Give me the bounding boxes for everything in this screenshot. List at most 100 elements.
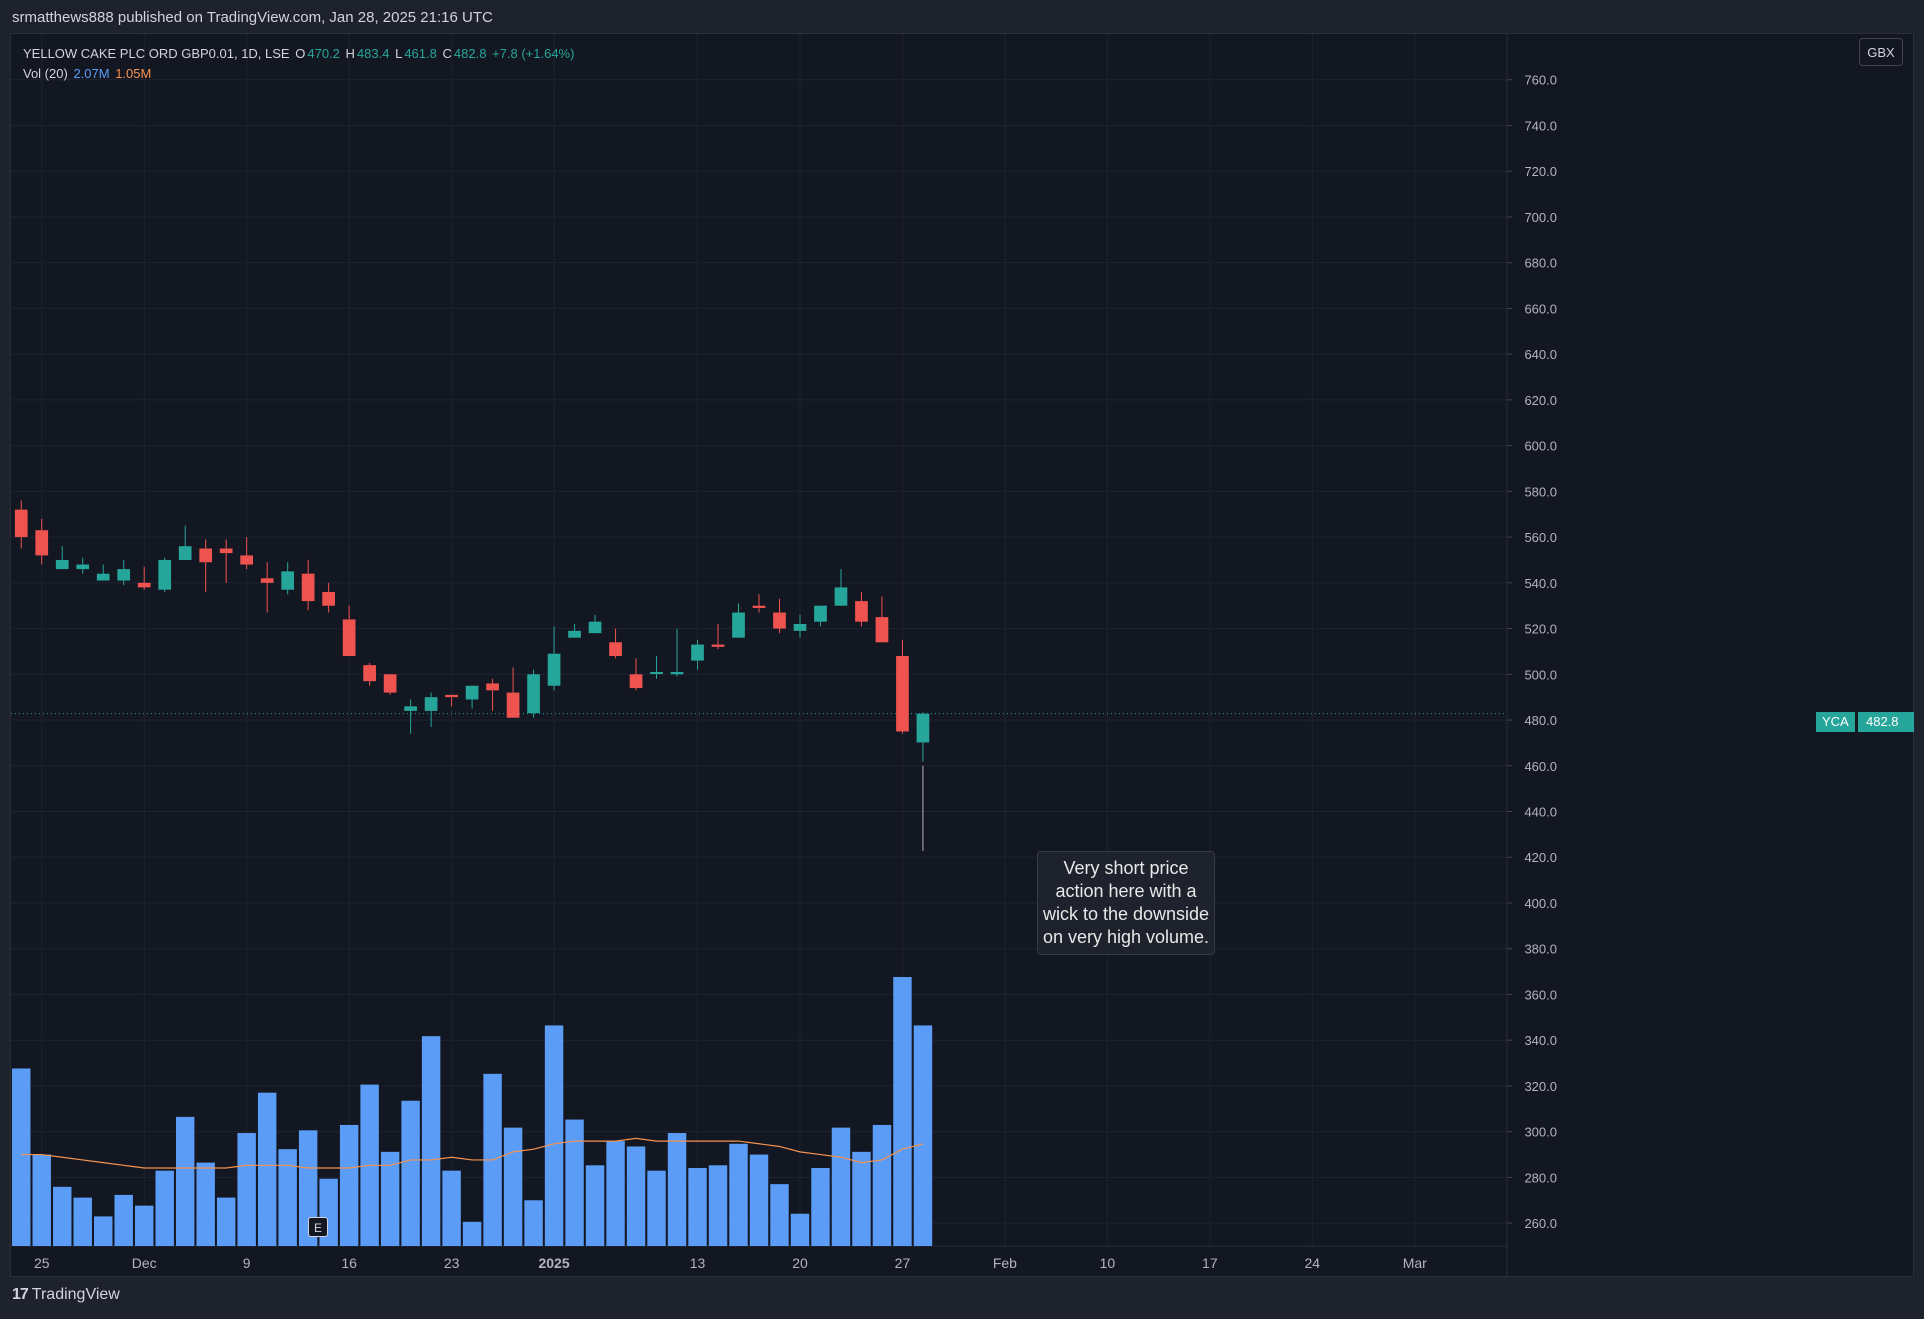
currency-button[interactable]: GBX (1859, 38, 1903, 66)
y-tick-label: 560.0 (1524, 530, 1557, 545)
y-tick-label: 720.0 (1524, 164, 1557, 179)
candle-body (670, 672, 684, 675)
volume-bar (688, 1167, 707, 1246)
candle-body (691, 644, 704, 661)
x-tick-label: 9 (243, 1255, 251, 1271)
vol-ma-value: 1.05M (115, 66, 152, 81)
candle-body (855, 601, 868, 622)
close-label: C (442, 46, 452, 61)
candle-body (14, 509, 28, 538)
volume-bar (380, 1151, 400, 1246)
x-tick-label: 25 (34, 1255, 50, 1271)
candle-body (547, 653, 561, 686)
symbol-label: YELLOW CAKE PLC ORD GBP0.01, 1D, LSE (23, 46, 290, 61)
open-value: 470.2 (307, 46, 340, 61)
candle-body (219, 548, 233, 554)
volume-bar (155, 1170, 174, 1246)
chart-frame[interactable]: 260.0 280.0 300.0 320.0 340.0 360.0 380.0 400.0… (10, 33, 1915, 1278)
candle-body (96, 573, 110, 581)
ticker-tag: YCA (1816, 712, 1855, 732)
candle-body (711, 644, 725, 647)
y-tick-label: 740.0 (1524, 118, 1557, 133)
volume-bar (73, 1197, 92, 1246)
candle-body (55, 559, 69, 570)
y-tick-label: 700.0 (1524, 210, 1557, 225)
volume-legend: Vol (20) 2.07M 1.05M (23, 64, 576, 84)
x-tick-label: 23 (444, 1255, 460, 1271)
y-tick-label: 520.0 (1524, 622, 1557, 637)
publish-info: srmatthews888 published on TradingView.c… (12, 9, 493, 26)
volume-bar (790, 1213, 810, 1246)
annotation-callout[interactable]: Very short price action here with a wick… (1037, 851, 1215, 955)
volume-bar (708, 1165, 728, 1246)
y-tick-label: 340.0 (1524, 1033, 1557, 1048)
price-chart[interactable]: 260.0 280.0 300.0 320.0 340.0 360.0 380.0 400.0… (11, 34, 1915, 1278)
y-tick-label: 540.0 (1524, 576, 1557, 591)
tradingview-logo-icon: 17 (12, 1286, 29, 1303)
x-tick-label: Mar (1403, 1255, 1427, 1271)
volume-bar (893, 977, 912, 1246)
candle-body (424, 697, 438, 711)
volume-bar (852, 1151, 871, 1246)
volume-bar (606, 1141, 625, 1246)
volume-bar (12, 1068, 31, 1246)
candle-body (260, 578, 274, 583)
candle-body (773, 612, 786, 629)
high-value: 483.4 (356, 46, 390, 61)
y-tick-label: 620.0 (1524, 393, 1557, 408)
candle-body (752, 605, 766, 608)
candle-body (383, 674, 397, 693)
y-tick-label: 420.0 (1524, 850, 1557, 865)
candle-body (486, 683, 499, 691)
volume-bar (462, 1221, 482, 1246)
y-tick-label: 660.0 (1524, 301, 1557, 316)
ohlc-legend: YELLOW CAKE PLC ORD GBP0.01, 1D, LSE O 47… (23, 44, 576, 64)
y-tick-label: 440.0 (1524, 805, 1557, 820)
close-value: 482.8 (453, 46, 487, 61)
earnings-badge[interactable]: E (308, 1217, 328, 1237)
x-tick-label: Feb (993, 1255, 1017, 1271)
last-price-label: 482.8 (1858, 712, 1914, 732)
volume-ma-line (21, 1137, 924, 1169)
volume-bar (913, 1025, 933, 1246)
volume-bar (421, 1036, 441, 1246)
volume-bar (831, 1127, 851, 1246)
candle-body (793, 623, 807, 631)
candle-body (301, 573, 315, 602)
candle-body (568, 630, 581, 638)
change-value: +7.8 (+1.64%) (492, 46, 575, 61)
volume-bar (729, 1143, 748, 1246)
candle-body (158, 559, 172, 590)
candle-body (527, 674, 540, 714)
volume-bar (667, 1133, 687, 1246)
low-label: L (395, 46, 403, 61)
candle-body (916, 713, 930, 743)
candle-body (465, 685, 479, 700)
volume-bar (524, 1200, 543, 1246)
vol-label: Vol (20) (23, 66, 68, 81)
volume-bar (749, 1154, 769, 1246)
volume-bar (585, 1165, 605, 1246)
volume-bar (237, 1133, 256, 1246)
y-tick-label: 680.0 (1524, 256, 1557, 271)
volume-bar (544, 1025, 564, 1246)
tradingview-logo[interactable]: 17 TradingView (12, 1286, 120, 1304)
candle-body (629, 674, 643, 689)
volume-bar (626, 1146, 646, 1246)
candle-body (588, 621, 602, 634)
candle-body (137, 582, 151, 588)
y-tick-label: 640.0 (1524, 347, 1557, 362)
x-tick-label: 20 (792, 1255, 808, 1271)
volume-bar (565, 1119, 584, 1246)
y-tick-label: 260.0 (1524, 1216, 1557, 1231)
volume-bar (53, 1186, 72, 1246)
high-label: H (345, 46, 355, 61)
volume-bar (770, 1184, 789, 1246)
x-tick-label: 24 (1305, 1255, 1321, 1271)
volume-bar (872, 1124, 892, 1246)
volume-bar (503, 1127, 523, 1246)
candle-body (322, 591, 335, 606)
volume-bar (257, 1092, 277, 1246)
volume-bar (339, 1124, 359, 1246)
y-tick-label: 480.0 (1524, 713, 1557, 728)
